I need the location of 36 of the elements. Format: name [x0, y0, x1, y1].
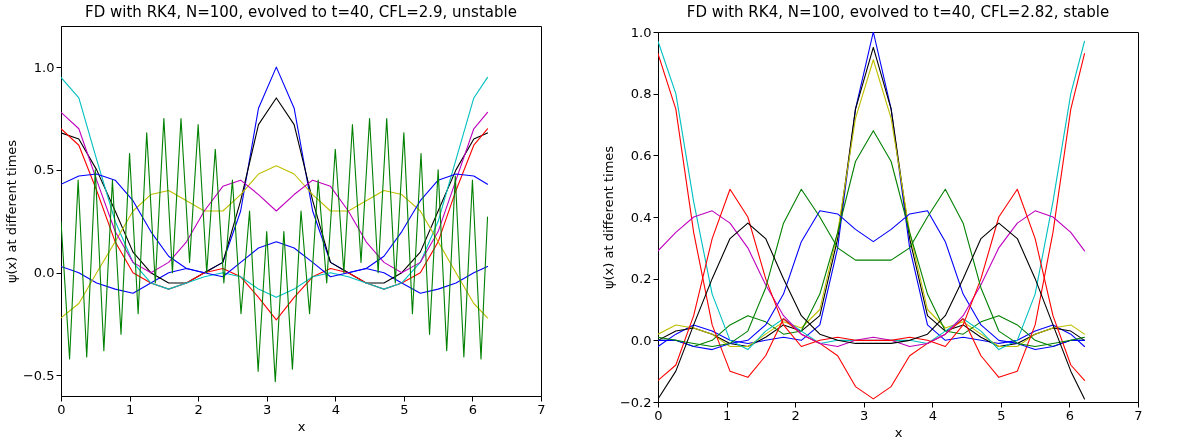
x-tick-label: 7 [537, 401, 546, 417]
chart-title: FD with RK4, N=100, evolved to t=40, CFL=2.9, unstable [85, 3, 517, 21]
y-tick-label: 0.0 [630, 332, 652, 348]
y-tick-label: 0.6 [630, 147, 652, 163]
x-tick-label: 3 [263, 401, 272, 417]
x-axis-title: x [894, 424, 903, 440]
x-tick-label: 1 [125, 401, 135, 417]
x-tick-label: 4 [928, 407, 937, 423]
y-tick-label: 0.0 [33, 265, 55, 281]
chart-title: FD with RK4, N=100, evolved to t=40, CFL=2.82, stable [686, 3, 1110, 21]
x-tick-label: 4 [331, 401, 340, 417]
x-tick-label: 6 [468, 401, 478, 417]
y-axis-title: ψ(x) at different times [3, 139, 19, 284]
x-tick-label: 2 [194, 401, 203, 417]
x-tick-label: 2 [791, 407, 800, 423]
x-tick-label: 1 [722, 407, 732, 423]
x-axis-title: x [297, 418, 306, 434]
x-tick-label: 5 [997, 407, 1006, 423]
line-series [61, 165, 489, 319]
x-tick-label: 6 [1065, 407, 1075, 423]
y-tick-label: −0.5 [22, 367, 55, 383]
y-tick-label: 0.2 [630, 271, 652, 287]
x-tick-label: 3 [860, 407, 869, 423]
x-tick-label: 0 [654, 407, 663, 423]
y-axis-title: ψ(x) at different times [600, 145, 616, 290]
x-tick-label: 5 [400, 401, 409, 417]
line-series [658, 53, 1086, 400]
y-tick-label: 0.4 [630, 209, 652, 225]
x-tick-label: 0 [57, 401, 66, 417]
y-tick-label: 0.8 [630, 86, 652, 102]
line-series [61, 117, 489, 383]
y-tick-label: 1.0 [33, 59, 55, 75]
y-tick-label: −0.2 [619, 394, 652, 410]
y-tick-label: 1.0 [630, 24, 652, 40]
x-tick-label: 7 [1134, 407, 1143, 423]
y-tick-label: 0.5 [33, 162, 55, 178]
